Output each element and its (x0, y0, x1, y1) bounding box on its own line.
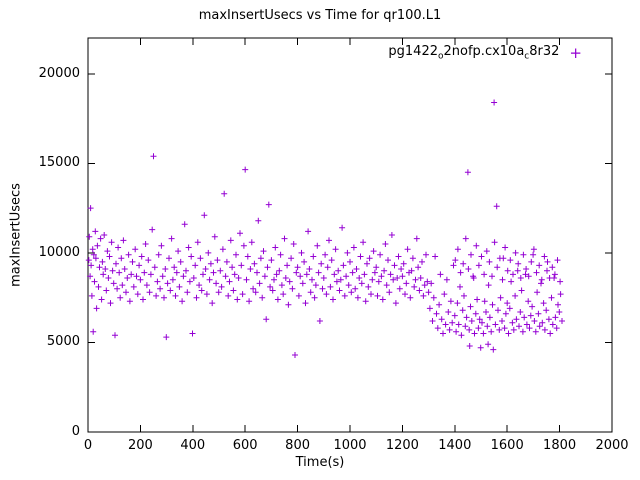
legend-label-segment: 8r32 (529, 44, 560, 59)
x-tick-label: 1000 (333, 438, 367, 453)
plot-border (87, 37, 613, 433)
legend-label-segment: pg1422 (388, 44, 438, 59)
y-tick-label: 20000 (38, 65, 80, 81)
tick-marks (87, 38, 613, 433)
x-tick-label: 800 (285, 438, 310, 453)
x-tick-label: 1400 (438, 438, 472, 453)
x-tick-label: 600 (232, 438, 258, 453)
y-tick-label: 5000 (46, 334, 80, 350)
y-tick-label: 15000 (38, 155, 80, 171)
x-tick-label: 1600 (490, 438, 524, 453)
legend-label-subscript: c (524, 51, 530, 62)
x-tick-label: 400 (180, 438, 206, 453)
legend-label-subscript: o (438, 51, 444, 62)
x-tick-label: 0 (83, 438, 93, 453)
x-tick-label: 1800 (543, 438, 577, 453)
legend: pg1422o2nofp.cx10ac8r32 + (388, 44, 582, 62)
y-tick-label: 10000 (38, 244, 80, 260)
chart-title: maxInsertUsecs vs Time for qr100.L1 (198, 8, 442, 23)
x-tick-label: 1200 (385, 438, 419, 453)
x-tick-label: 200 (127, 438, 153, 453)
y-axis-title: maxInsertUsecs (8, 183, 24, 287)
y-tick-label: 0 (71, 424, 80, 439)
legend-marker-icon: + (569, 43, 582, 62)
scatter-points (85, 99, 565, 358)
legend-entry-label: pg1422o2nofp.cx10ac8r32 (388, 44, 559, 62)
x-tick-label: 2000 (595, 438, 629, 453)
x-axis-title: Time(s) (295, 455, 345, 470)
legend-label-segment: 2nofp.cx10a (443, 44, 525, 59)
